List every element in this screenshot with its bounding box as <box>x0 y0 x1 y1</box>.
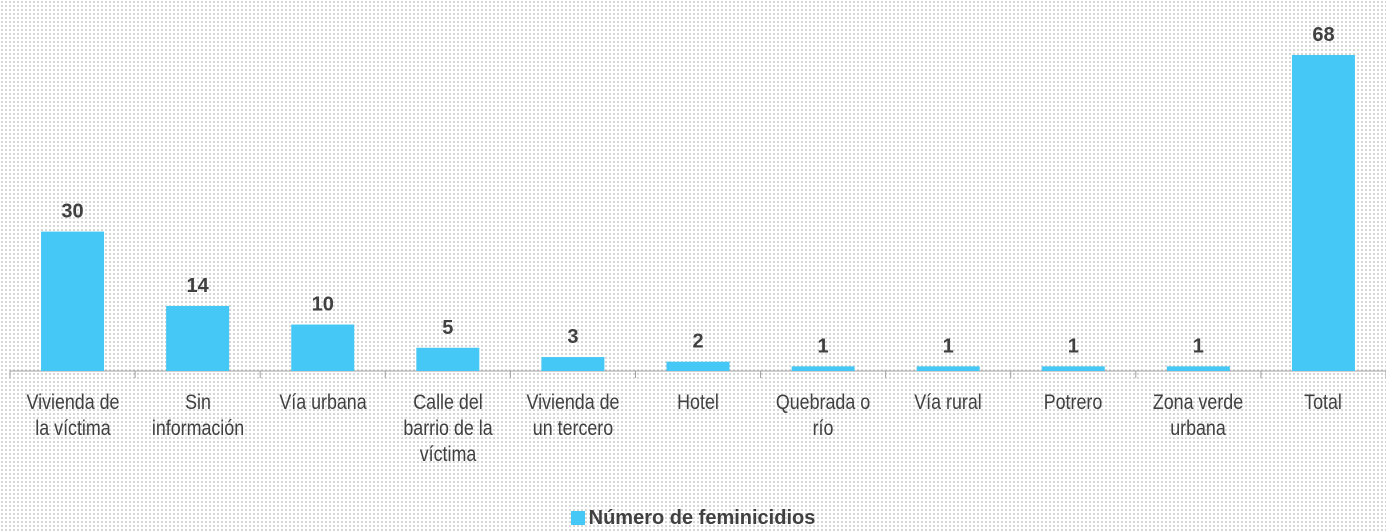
bar <box>791 366 855 371</box>
data-label: 1 <box>1193 335 1204 357</box>
data-label: 1 <box>943 335 954 357</box>
data-label: 10 <box>312 294 334 316</box>
x-tick-label: Calle del barrio de la víctima <box>403 391 493 466</box>
bar <box>1166 366 1230 371</box>
bar <box>541 357 605 371</box>
x-tick-label: Sin información <box>151 391 244 440</box>
x-tick-label: Quebrada o río <box>775 391 871 440</box>
bar <box>1291 55 1355 371</box>
legend-label: Número de feminicidios <box>588 507 816 529</box>
x-tick-label: Vía urbana <box>279 391 367 414</box>
x-tick-label: Vivienda de la víctima <box>26 391 120 440</box>
legend: Número de feminicidios <box>0 507 1386 530</box>
bar <box>1041 366 1105 371</box>
bar <box>416 347 480 371</box>
data-label: 30 <box>61 201 83 223</box>
data-label: 1 <box>1068 335 1079 357</box>
x-tick-label: Hotel <box>677 391 719 414</box>
bar <box>166 305 230 371</box>
data-label: 2 <box>692 331 703 353</box>
x-tick-label: Potrero <box>1043 391 1103 414</box>
data-label: 5 <box>442 317 453 339</box>
bar <box>916 366 980 371</box>
bar <box>41 231 105 371</box>
legend-swatch <box>570 511 585 525</box>
data-label: 14 <box>187 275 210 297</box>
data-label: 68 <box>1312 24 1334 46</box>
x-tick-label: Vivienda de un tercero <box>526 391 620 440</box>
x-tick-label: Total <box>1304 391 1343 414</box>
data-label: 3 <box>567 326 578 348</box>
bar <box>666 361 730 371</box>
x-tick-label: Vía rural <box>914 391 982 414</box>
data-label: 1 <box>818 335 829 357</box>
x-tick-label: Zona verde urbana <box>1153 391 1244 440</box>
bar <box>291 324 355 371</box>
